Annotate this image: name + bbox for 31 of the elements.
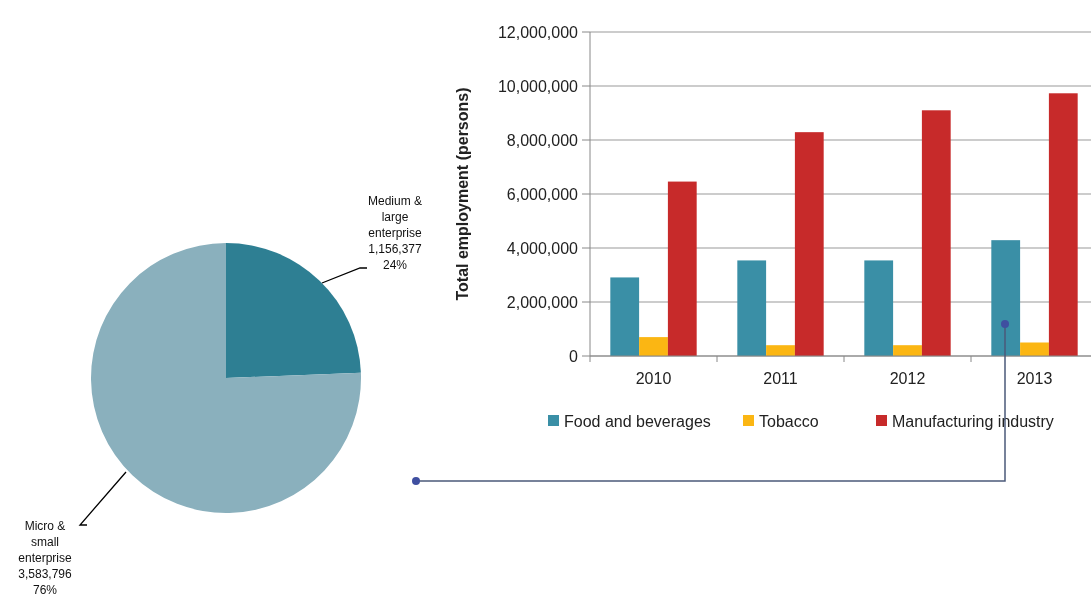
- y-tick-label: 8,000,000: [506, 131, 579, 149]
- data-label: 3,583,796 76%: [18, 567, 73, 597]
- y-axis-title: Total employment (persons): [454, 87, 471, 301]
- y-tick-label: 2,000,000: [506, 293, 579, 311]
- bar: [893, 345, 922, 356]
- bar: [921, 110, 951, 356]
- pie-slice: [226, 243, 361, 378]
- y-tick-label: 6,000,000: [506, 185, 579, 203]
- bar: [766, 345, 795, 356]
- x-tick-label: 2011: [763, 370, 798, 387]
- bar: [794, 132, 824, 356]
- y-tick-label: 4,000,000: [506, 239, 579, 257]
- bar: [991, 240, 1021, 356]
- bar: [667, 181, 697, 356]
- y-tick-label: 12,000,000: [497, 23, 579, 41]
- bar: [639, 337, 668, 356]
- x-tick-label: 2012: [889, 370, 926, 387]
- legend-label: Food and beverages: [564, 412, 711, 430]
- x-tick-label: 2013: [1016, 370, 1053, 387]
- pie-slice: [91, 243, 361, 513]
- bar: [737, 260, 767, 356]
- bar: [1048, 93, 1078, 356]
- bar: [864, 260, 894, 356]
- legend-label: Tobacco: [759, 412, 819, 430]
- x-tick-label: 2010: [635, 370, 672, 387]
- y-tick-label: 0: [569, 347, 579, 365]
- slice-label: Medium & large enterprise: [367, 194, 423, 240]
- data-label: 1,156,377 24%: [368, 242, 423, 272]
- slice-label: Micro & small enterprise: [18, 519, 72, 565]
- y-tick-label: 10,000,000: [497, 77, 579, 95]
- bar: [610, 277, 640, 356]
